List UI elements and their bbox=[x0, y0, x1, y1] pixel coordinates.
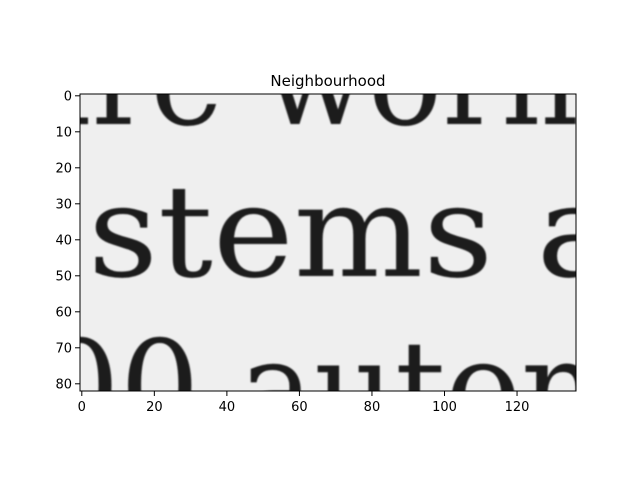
x-tick-label: 20 bbox=[146, 400, 163, 415]
scan-text-line-3: 00 autom bbox=[40, 314, 640, 463]
y-tick-label: 70 bbox=[55, 341, 72, 356]
chart-title: Neighbourhood bbox=[270, 72, 385, 90]
y-axis: 0 10 20 30 40 50 60 70 80 bbox=[55, 89, 80, 392]
y-tick-label: 20 bbox=[55, 161, 72, 176]
x-tick-label: 40 bbox=[219, 400, 236, 415]
y-tick-label: 60 bbox=[55, 305, 72, 320]
x-tick-label: 100 bbox=[432, 400, 457, 415]
x-tick-label: 120 bbox=[505, 400, 530, 415]
y-tick-label: 10 bbox=[55, 125, 72, 140]
image-area: are worm stems a 00 autom bbox=[18, 6, 640, 463]
x-tick-label: 0 bbox=[78, 400, 86, 415]
scan-text-line-1: are worm bbox=[18, 6, 618, 155]
image-background bbox=[80, 94, 576, 391]
x-tick-label: 60 bbox=[291, 400, 308, 415]
x-tick-label: 80 bbox=[364, 400, 381, 415]
scan-text-line-2: stems a bbox=[88, 158, 618, 307]
axes-frame bbox=[79, 93, 577, 392]
y-tick-label: 0 bbox=[64, 89, 72, 104]
y-tick-label: 50 bbox=[55, 269, 72, 284]
y-tick-label: 40 bbox=[55, 233, 72, 248]
x-axis: 0 20 40 60 80 100 120 bbox=[78, 391, 530, 415]
y-tick-label: 30 bbox=[55, 197, 72, 212]
y-tick-label: 80 bbox=[55, 377, 72, 392]
